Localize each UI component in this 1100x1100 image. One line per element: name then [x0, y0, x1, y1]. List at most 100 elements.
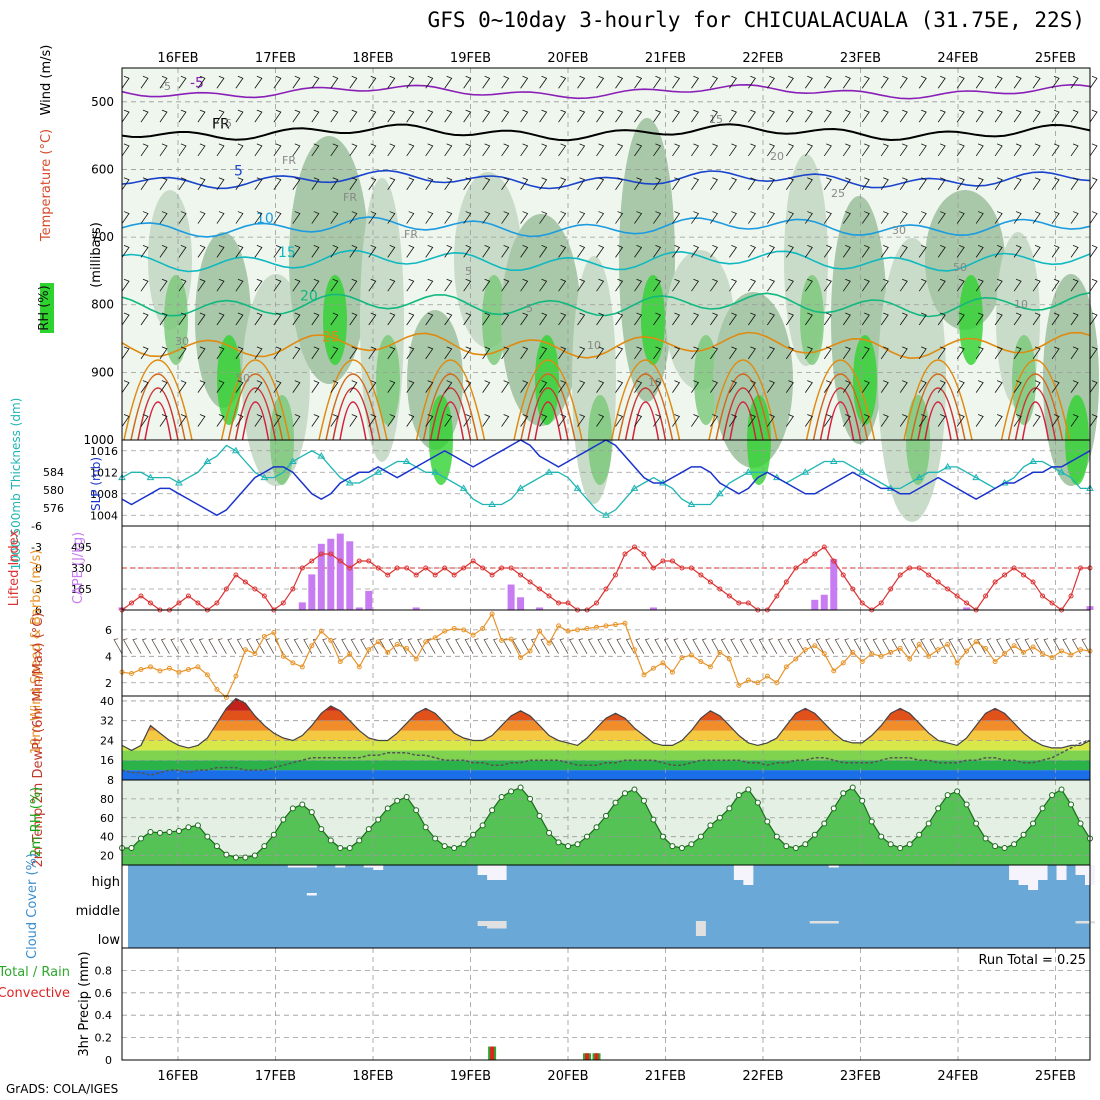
- wind-barb: [577, 278, 586, 292]
- wind-speed-point: [328, 637, 334, 643]
- wind-barb: [387, 414, 396, 427]
- date-label-top-18FEB: 18FEB: [352, 51, 393, 66]
- wind-barb: [767, 312, 775, 326]
- wind-barb: [918, 245, 927, 258]
- surface-wind-barb: [777, 638, 787, 654]
- wind-barb: [1032, 143, 1041, 157]
- wind-barb: [918, 109, 927, 123]
- rh-point: [327, 837, 334, 844]
- wind-barb: [311, 245, 320, 258]
- wind-barb: [615, 75, 624, 89]
- rh-point: [745, 786, 752, 793]
- temperature-contour: [429, 387, 472, 441]
- wind-barb: [292, 109, 301, 123]
- wind-barb: [425, 143, 434, 157]
- wind-barb: [899, 177, 908, 190]
- wind-barb: [615, 109, 624, 123]
- wind-barb: [254, 278, 263, 292]
- wind-speed-point: [233, 673, 239, 679]
- temperature-band: [122, 730, 1090, 741]
- temperature-band: [122, 710, 1090, 721]
- temperature-contour: [729, 401, 757, 441]
- wind-barb: [937, 143, 946, 157]
- lifted-index-point: [594, 600, 600, 606]
- wind-barb: [330, 245, 339, 258]
- rh-point: [470, 831, 477, 838]
- date-label-top-23FEB: 23FEB: [840, 51, 881, 66]
- rh-point: [792, 845, 799, 851]
- wind-speed-point: [764, 673, 770, 679]
- lifted-index-line: [121, 546, 1090, 611]
- cloud-cover-high: [477, 865, 488, 875]
- rh-point: [574, 841, 581, 848]
- lifted-index-axis-label: Lifted Index: [7, 529, 22, 606]
- wind-barb: [1032, 380, 1041, 393]
- wind-barb: [539, 143, 548, 157]
- wind-barb: [823, 143, 832, 157]
- wind-speed-point: [432, 635, 438, 641]
- wind-barb: [880, 245, 889, 258]
- wind-barb: [330, 177, 339, 190]
- wind-barb: [1051, 278, 1060, 292]
- wind-barb: [444, 211, 453, 224]
- wind-barb: [235, 346, 244, 360]
- lifted-index-point: [347, 565, 353, 571]
- wind-speed-point: [594, 624, 600, 630]
- wind-barb: [861, 109, 870, 123]
- wind-barb: [216, 414, 225, 427]
- wind-barb: [558, 109, 567, 123]
- wind-barb: [273, 75, 282, 89]
- wind-barb: [653, 278, 662, 292]
- wind-barb: [273, 109, 282, 123]
- wind-barb: [577, 109, 586, 123]
- wind-barb: [748, 177, 756, 190]
- wind-barb: [653, 143, 662, 157]
- rh-point: [840, 790, 847, 797]
- wind-barb: [235, 109, 244, 123]
- wind-barb: [899, 380, 908, 393]
- wind-barb: [994, 278, 1003, 292]
- wind-barb: [880, 346, 889, 360]
- wind-barb: [520, 177, 529, 190]
- wind-barb: [159, 109, 168, 123]
- temp-tick-16: 16: [100, 754, 114, 767]
- surface-wind-barb: [644, 638, 654, 654]
- surface-wind-barb: [341, 638, 351, 654]
- wind-barb: [842, 109, 851, 123]
- slp-tick-1012: 1012: [90, 466, 118, 479]
- wind-barb: [254, 346, 263, 360]
- wind-barb: [729, 312, 737, 326]
- surface-wind-barb: [1071, 638, 1081, 654]
- wind-barb: [387, 177, 396, 190]
- cloud-cover-low: [477, 921, 488, 926]
- precip-convective-bar: [490, 1046, 495, 1060]
- cloud-cover-high: [496, 865, 507, 880]
- wind-barb: [804, 380, 813, 393]
- wind-speed-point: [992, 659, 998, 665]
- wind-barb: [1013, 75, 1022, 89]
- rh-point: [821, 820, 828, 827]
- wind-speed-point: [423, 639, 429, 645]
- cloud-tick-middle: middle: [76, 904, 120, 919]
- wind-speed-point: [223, 694, 229, 700]
- lifted-index-point: [470, 558, 476, 564]
- wind-barb: [937, 211, 946, 224]
- lifted-index-point: [290, 586, 296, 592]
- temperature-contour: [910, 373, 966, 441]
- temperature-contour: [805, 359, 876, 441]
- wind-barb: [672, 380, 681, 393]
- rh-point: [612, 799, 619, 806]
- wind-speed-point: [1049, 655, 1055, 661]
- wind-barb: [710, 346, 719, 360]
- wind-barb: [463, 414, 472, 427]
- rh-point: [536, 812, 543, 819]
- cape-bar: [365, 590, 373, 610]
- surface-wind-barb: [682, 638, 692, 654]
- lifted-index-point: [983, 593, 989, 599]
- wind-barb: [292, 245, 301, 258]
- wind-barb: [444, 346, 453, 360]
- wind-barb: [216, 312, 225, 326]
- wind-barb: [311, 177, 320, 190]
- wind-barb: [899, 278, 908, 292]
- rh-point: [375, 816, 382, 823]
